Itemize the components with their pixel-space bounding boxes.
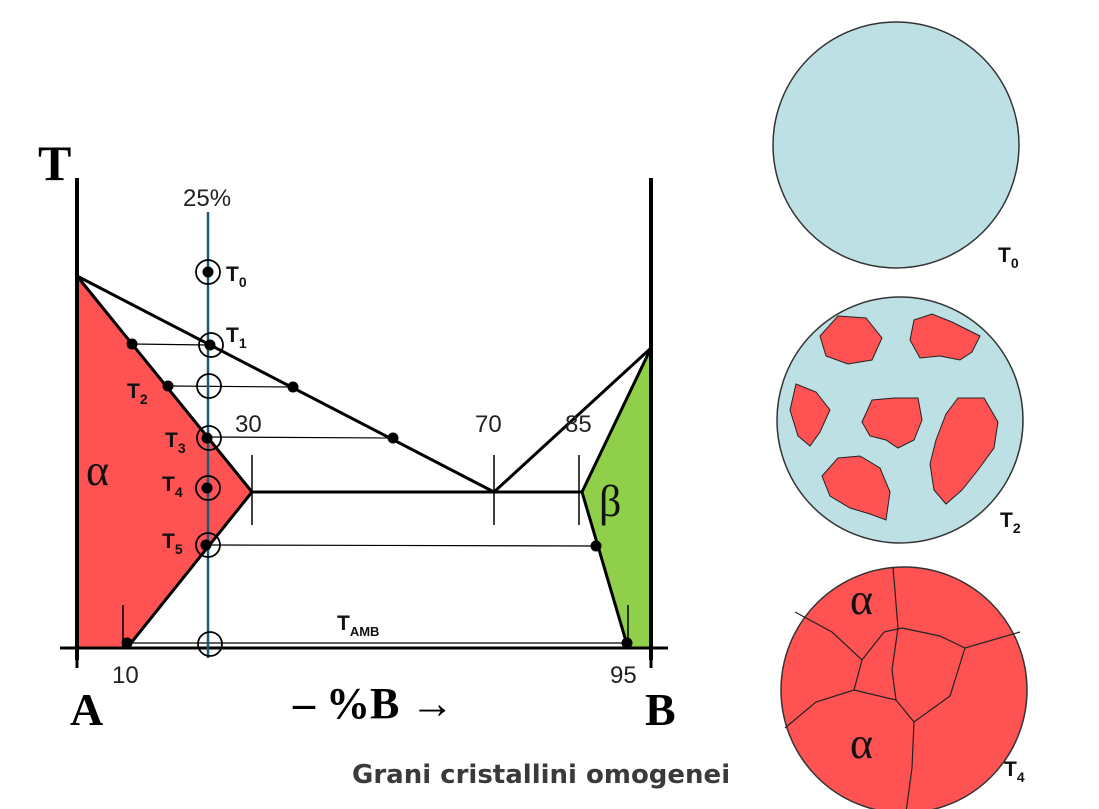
x-axis-label: – %B → — [292, 679, 454, 728]
dot-tamb-beta — [621, 637, 633, 649]
point-circle-t5 — [195, 532, 221, 558]
grain-boundaries — [784, 566, 1021, 809]
composition-label: 25% — [183, 185, 231, 212]
boundary-3 — [901, 627, 1021, 649]
micrograph-t2: T2 — [776, 296, 1024, 544]
point-circle-tamb — [197, 631, 223, 657]
b-axis-label: B — [645, 684, 676, 735]
beta-region — [582, 348, 651, 648]
micrograph-t0-circle — [772, 21, 1020, 269]
temp-label-tamb: TAMB — [337, 612, 379, 639]
solvus-beta — [580, 491, 630, 649]
solidus-beta — [580, 347, 653, 493]
micrograph-t2-label: T2 — [1000, 509, 1021, 536]
temp-label-t2: T2 — [127, 380, 148, 407]
dot-t0 — [202, 266, 214, 278]
grain-1 — [819, 315, 883, 365]
dot-t2-liquid — [287, 381, 299, 393]
micrograph-t0: T0 — [772, 21, 1020, 271]
composition-mark-70: 70 — [475, 411, 502, 438]
composition-mark-30: 30 — [235, 411, 262, 438]
micrograph-t4-circle — [780, 566, 1028, 809]
boundary-7 — [891, 627, 899, 701]
dot-t5-beta — [590, 540, 602, 552]
micrograph-t4-alpha-label-2: α — [850, 719, 873, 768]
micrograph-t4-alpha-label-1: α — [850, 575, 873, 624]
tie-line-t1 — [131, 343, 209, 346]
grain-3 — [789, 383, 831, 447]
beta-phase-label: β — [599, 477, 621, 526]
micrograph-t4-label: T4 — [1004, 758, 1025, 785]
tie-line-t5 — [207, 544, 597, 547]
tie-line-t3 — [207, 436, 394, 439]
diagram-dots — [121, 266, 633, 649]
grain-4 — [861, 397, 923, 449]
point-circle-t1 — [198, 332, 224, 358]
point-circle-t4 — [195, 475, 221, 501]
temp-label-t1: T1 — [226, 324, 247, 351]
dot-t3 — [201, 432, 213, 444]
caption: Grani cristallini omogenei — [352, 760, 731, 790]
liquidus-a — [76, 274, 495, 494]
boundary-6 — [913, 647, 966, 723]
temp-label-t3: T3 — [165, 429, 186, 456]
dot-t2-alpha — [162, 380, 174, 392]
dot-t4 — [201, 482, 213, 494]
boundary-4 — [784, 659, 863, 729]
grain-2 — [909, 313, 981, 361]
dot-t3-liquid — [387, 432, 399, 444]
composition-mark-85: 85 — [565, 411, 592, 438]
dot-t1 — [204, 339, 216, 351]
grain-5 — [929, 397, 999, 505]
alpha-phase-label: α — [86, 446, 109, 495]
liquidus-b — [492, 346, 653, 494]
composition-mark-95: 95 — [610, 662, 637, 689]
temp-label-t4: T4 — [162, 473, 183, 500]
t-axis-label: T — [38, 135, 71, 191]
temp-label-t5: T5 — [162, 530, 183, 557]
composition-mark-10: 10 — [112, 662, 139, 689]
point-circle-t0 — [195, 259, 221, 285]
micrograph-t4: α α T4 — [780, 566, 1028, 809]
point-circle-t3 — [196, 425, 222, 451]
dot-t1-alpha — [126, 338, 138, 350]
alpha-grains — [789, 313, 999, 521]
point-circle-t2 — [196, 373, 222, 399]
temp-label-t0: T0 — [226, 263, 247, 290]
tie-line-t2 — [167, 385, 294, 388]
grain-6 — [821, 455, 891, 521]
dot-t5 — [200, 539, 212, 551]
solvus-alpha — [125, 491, 254, 649]
micrograph-t0-label: T0 — [998, 244, 1019, 271]
dot-tamb-alpha — [121, 637, 133, 649]
phase-diagram: T A B – %B → 25% α β 30 70 85 10 95 T0 T… — [38, 135, 676, 735]
alpha-region — [77, 276, 252, 648]
a-axis-label: A — [70, 684, 103, 735]
boundary-2 — [892, 566, 899, 629]
